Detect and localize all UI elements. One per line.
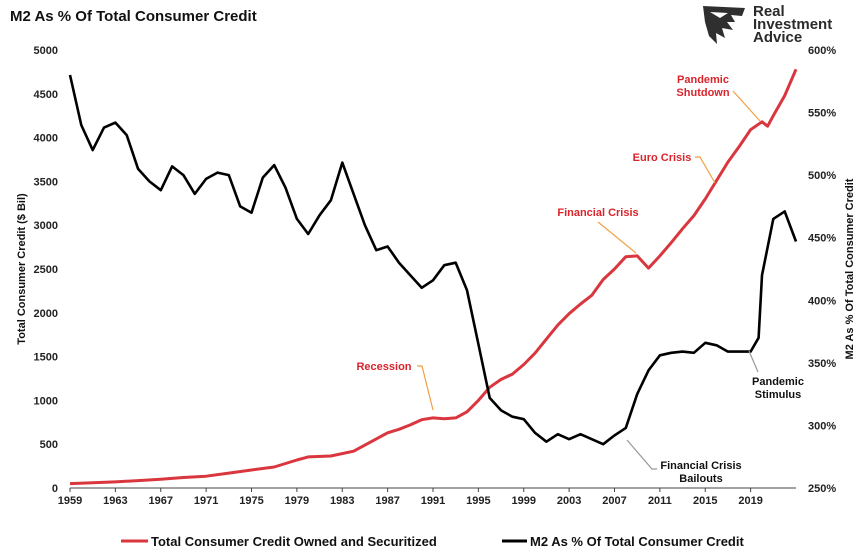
x-tick-label: 1963 <box>103 495 127 507</box>
annotation-label: Financial Crisis <box>557 207 638 219</box>
y2-tick-label: 300% <box>808 420 836 432</box>
annotation-label: Pandemic <box>677 74 729 86</box>
y-tick-label: 500 <box>40 439 58 451</box>
y-tick-label: 0 <box>52 483 58 495</box>
x-tick-label: 1995 <box>466 495 490 507</box>
y-tick-label: 5000 <box>34 45 58 57</box>
y2-tick-label: 450% <box>808 233 836 245</box>
y2-axis-label: M2 As % Of Total Consumer Credit <box>844 178 856 359</box>
y-tick-label: 1500 <box>34 352 58 364</box>
chart-title: M2 As % Of Total Consumer Credit <box>10 8 257 25</box>
x-tick-label: 1987 <box>375 495 399 507</box>
annotation-label: Pandemic <box>752 376 804 388</box>
annotation-leader-line <box>626 439 657 470</box>
y-tick-label: 2500 <box>34 264 58 276</box>
series-line-m2-percent <box>68 74 798 446</box>
series-line-total-consumer-credit <box>69 68 798 486</box>
logo-line-1: Real <box>753 3 785 20</box>
legend: Total Consumer Credit Owned and Securiti… <box>121 534 744 549</box>
legend-label-credit: Total Consumer Credit Owned and Securiti… <box>151 534 437 549</box>
y-tick-label: 3000 <box>34 220 58 232</box>
annotation-label: Euro Crisis <box>633 152 692 164</box>
logo-line-3: Advice <box>753 29 802 46</box>
y-tick-label: 4000 <box>34 133 58 145</box>
y2-tick-label: 550% <box>808 108 836 120</box>
y-tick-label: 1000 <box>34 395 58 407</box>
x-tick-label: 2007 <box>602 495 626 507</box>
brand-logo: Real Investment Advice <box>703 3 832 46</box>
y2-tick-label: 400% <box>808 295 836 307</box>
annotation-leader-line <box>417 365 434 411</box>
x-tick-label: 1983 <box>330 495 354 507</box>
y-tick-label: 4500 <box>34 89 58 101</box>
x-tick-label: 1975 <box>239 495 263 507</box>
annotation-label: Bailouts <box>679 473 722 485</box>
annotation-label: Shutdown <box>676 87 729 99</box>
x-tick-label: 1999 <box>512 495 536 507</box>
y2-tick-label: 350% <box>808 358 836 370</box>
y2-tick-labels: 250% 300% 350% 400% 450% 500% 550% 600% <box>808 45 836 495</box>
annotation-leader-line <box>597 221 637 254</box>
y2-tick-label: 600% <box>808 45 836 57</box>
annotation-label: Stimulus <box>755 389 801 401</box>
y2-tick-label: 500% <box>808 170 836 182</box>
x-tick-label: 2003 <box>557 495 581 507</box>
logo-line-2: Investment <box>753 16 832 33</box>
y2-tick-label: 250% <box>808 483 836 495</box>
x-tick-label: 2015 <box>693 495 717 507</box>
x-tick-label: 1979 <box>285 495 309 507</box>
annotation-label: Financial Crisis <box>660 460 741 472</box>
y-tick-label: 3500 <box>34 176 58 188</box>
x-tick-label: 1991 <box>421 495 445 507</box>
x-tick-label: 1971 <box>194 495 218 507</box>
annotations: Recession Financial Crisis Euro Crisis Pand… <box>356 74 804 485</box>
eagle-icon <box>703 6 745 44</box>
x-tick-label: 2019 <box>738 495 762 507</box>
y-tick-labels: 0 500 1000 1500 2000 2500 3000 3500 4000 4500 5000 <box>34 45 58 495</box>
annotation-leader-line <box>732 90 761 122</box>
x-tick-label: 2011 <box>648 495 672 507</box>
annotation-leader-line <box>748 350 759 373</box>
annotation-label: Recession <box>356 361 411 373</box>
x-tick-label: 1967 <box>149 495 173 507</box>
annotation-leader-line <box>695 156 716 184</box>
y-tick-label: 2000 <box>34 308 58 320</box>
x-tick-label: 1959 <box>58 495 82 507</box>
y-axis-label: Total Consumer Credit ($ Bil) <box>16 193 28 345</box>
legend-label-m2: M2 As % Of Total Consumer Credit <box>530 534 744 549</box>
x-tick-labels: 1959 1963 1967 1971 1975 1979 1983 1987 1991 1995… <box>58 488 763 507</box>
